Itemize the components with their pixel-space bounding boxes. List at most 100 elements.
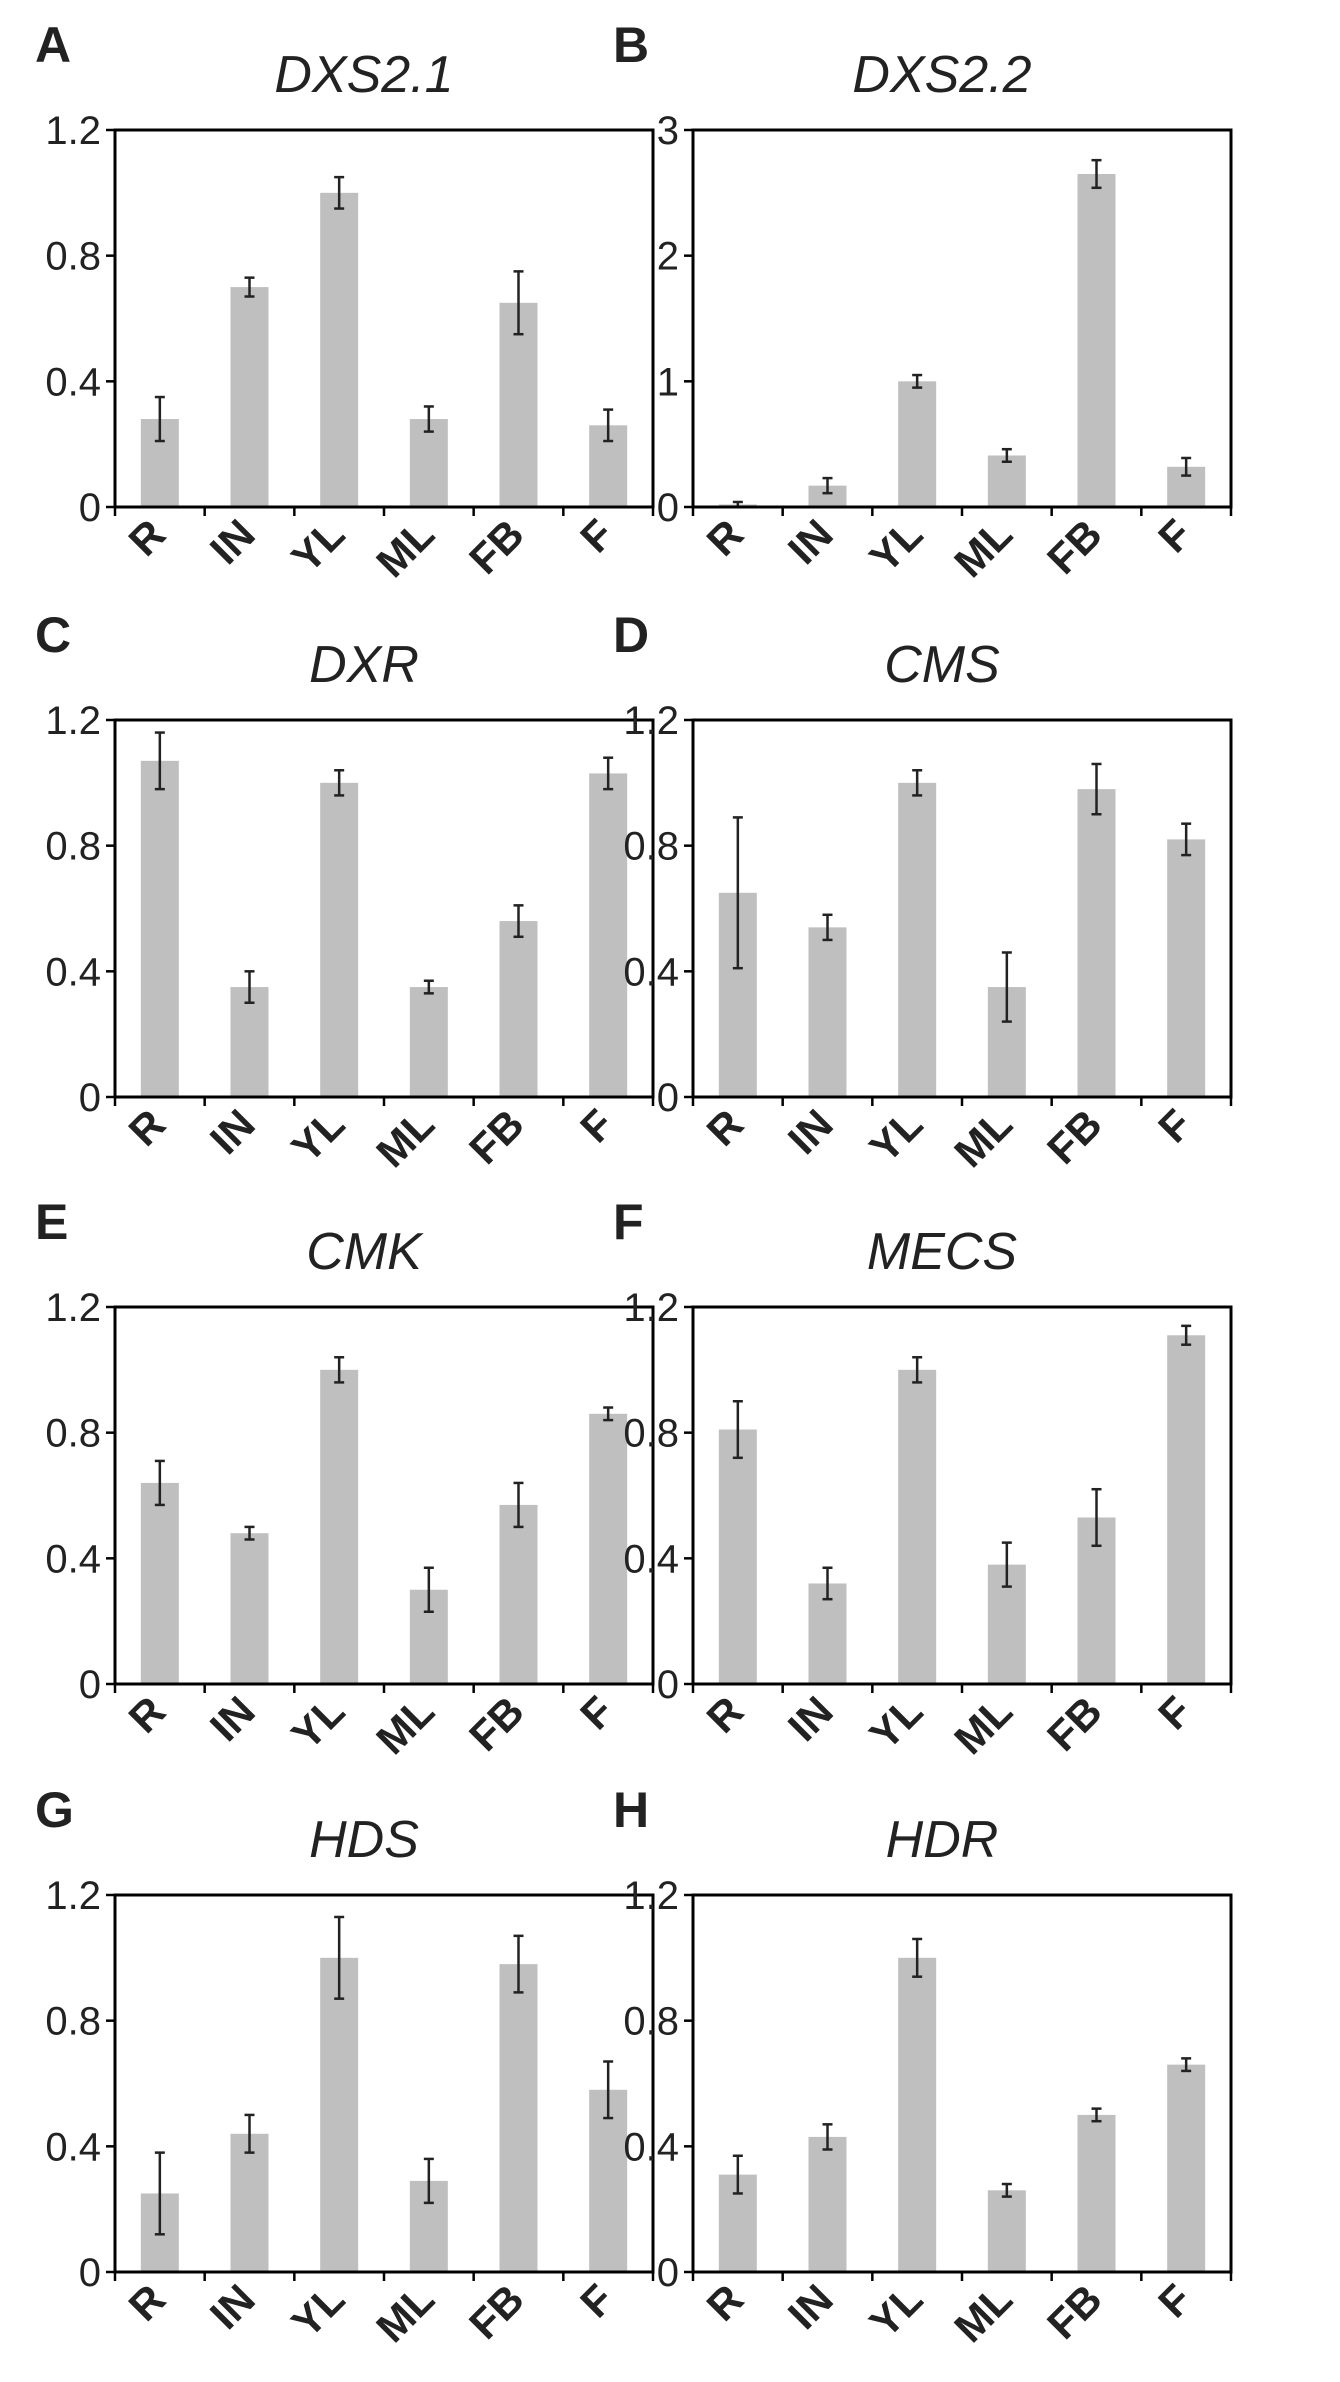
x-label-c-in: IN	[201, 1100, 264, 1163]
x-label-g-f: F	[571, 2275, 622, 2326]
bar-a-ml	[409, 419, 448, 507]
x-label-h-r: R	[698, 2275, 753, 2330]
bar-b-ml	[987, 455, 1026, 507]
x-label-e-yl: YL	[282, 1687, 353, 1758]
panel-g-title: HDS	[309, 1811, 419, 1869]
y-tick-label-g: 0.8	[45, 2000, 101, 2044]
x-label-e-fb: FB	[460, 1687, 533, 1760]
x-label-f-ml: ML	[945, 1687, 1021, 1763]
bar-g-fb	[499, 1964, 538, 2272]
y-tick-label-b: 0	[657, 486, 679, 530]
bar-b-in	[808, 485, 847, 507]
panel-a-title: DXS2.1	[274, 46, 453, 104]
error-bar-c-fb	[513, 904, 524, 939]
error-bar-d-ml	[1001, 951, 1012, 1023]
error-bar-b-f	[1181, 456, 1192, 477]
y-tick-label-c: 0.8	[45, 825, 101, 869]
panel-e-title: CMK	[306, 1223, 424, 1281]
panel-b-title: DXS2.2	[852, 46, 1031, 104]
y-tick-label-c: 0.4	[45, 950, 101, 994]
error-bar-h-fb	[1091, 2107, 1102, 2123]
bar-c-in	[230, 987, 269, 1097]
error-bar-b-ml	[1001, 447, 1012, 464]
x-label-b-yl: YL	[860, 510, 931, 581]
x-label-a-in: IN	[201, 510, 264, 573]
x-label-d-fb: FB	[1038, 1100, 1111, 1173]
error-bar-g-ml	[423, 2157, 434, 2205]
x-label-h-ml: ML	[945, 2275, 1021, 2351]
x-label-a-fb: FB	[460, 510, 533, 583]
bar-a-fb	[499, 302, 538, 507]
panel-g-letter: G	[35, 1782, 74, 1838]
error-bar-g-fb	[513, 1934, 524, 1994]
y-tick-label-e: 1.2	[45, 1286, 101, 1330]
panel-h-letter: H	[613, 1782, 649, 1838]
x-label-c-f: F	[571, 1100, 622, 1151]
x-label-f-r: R	[698, 1687, 753, 1742]
x-label-f-f: F	[1149, 1687, 1200, 1738]
panel-c-letter: C	[35, 607, 71, 663]
x-label-e-in: IN	[201, 1687, 264, 1750]
panel-d-letter: D	[613, 607, 649, 663]
x-label-d-yl: YL	[860, 1100, 931, 1171]
y-tick-label-d: 1.2	[623, 699, 679, 743]
y-tick-label-a: 0	[79, 486, 101, 530]
x-label-h-yl: YL	[860, 2275, 931, 2346]
bar-h-f	[1167, 2064, 1206, 2272]
panel-d: D CMS 0 0.4 0.8 1.2 R IN YL ML FB F	[613, 607, 1233, 1176]
error-bar-e-yl	[334, 1356, 345, 1384]
bar-h-fb	[1077, 2114, 1116, 2272]
y-tick-label-h: 0.4	[623, 2125, 679, 2169]
x-label-c-r: R	[120, 1100, 175, 1155]
error-bar-b-in	[822, 476, 833, 495]
bar-e-r	[140, 1482, 179, 1684]
error-bar-d-r	[732, 816, 743, 970]
x-label-f-fb: FB	[1038, 1687, 1111, 1760]
x-label-a-r: R	[120, 510, 175, 565]
error-bar-e-ml	[423, 1566, 434, 1613]
x-label-h-fb: FB	[1038, 2275, 1111, 2348]
panel-f-letter: F	[613, 1194, 644, 1250]
bar-b-yl	[898, 381, 937, 507]
plot-frame-d	[691, 718, 1233, 1099]
bar-e-in	[230, 1533, 269, 1684]
error-bar-a-f	[603, 408, 614, 443]
bar-g-in	[230, 2133, 269, 2272]
x-label-e-f: F	[571, 1687, 622, 1738]
panel-b-letter: B	[613, 17, 649, 73]
plot-frame-h	[691, 1893, 1233, 2274]
bar-h-yl	[898, 1957, 937, 2272]
plot-frame-e	[113, 1305, 655, 1686]
error-bar-d-in	[822, 913, 833, 942]
y-tick-label-c: 0	[79, 1076, 101, 1120]
error-bar-c-in	[244, 970, 255, 1004]
x-label-g-yl: YL	[282, 2275, 353, 2346]
error-bar-g-f	[603, 2060, 614, 2120]
error-bar-d-yl	[912, 769, 923, 797]
y-tick-label-d: 0.4	[623, 950, 679, 994]
error-bar-h-f	[1181, 2057, 1192, 2073]
x-label-e-r: R	[120, 1687, 175, 1742]
x-label-a-f: F	[571, 510, 622, 561]
error-bar-e-r	[154, 1459, 165, 1507]
x-label-g-fb: FB	[460, 2275, 533, 2348]
y-tick-label-f: 0.4	[623, 1537, 679, 1581]
x-label-c-ml: ML	[367, 1100, 443, 1176]
error-bar-f-ml	[1001, 1541, 1012, 1588]
error-bar-f-fb	[1091, 1487, 1102, 1548]
error-bar-a-ml	[423, 405, 434, 433]
x-label-d-r: R	[698, 1100, 753, 1155]
panel-d-title: CMS	[884, 636, 1000, 694]
y-tick-label-b: 2	[657, 235, 679, 279]
error-bar-h-yl	[912, 1937, 923, 1978]
y-tick-label-g: 0	[79, 2251, 101, 2295]
panel-a: A DXS2.1 0 0.4 0.8 1.2 R IN YL ML FB F	[35, 17, 655, 586]
y-tick-label-a: 0.4	[45, 360, 101, 404]
bar-c-yl	[320, 782, 359, 1097]
bar-c-fb	[499, 921, 538, 1097]
error-bar-b-fb	[1091, 158, 1102, 190]
error-bar-h-ml	[1001, 2182, 1012, 2198]
error-bar-g-in	[244, 2113, 255, 2154]
panel-b: B DXS2.2 0 1 2 3 R IN YL ML FB F	[613, 17, 1233, 586]
